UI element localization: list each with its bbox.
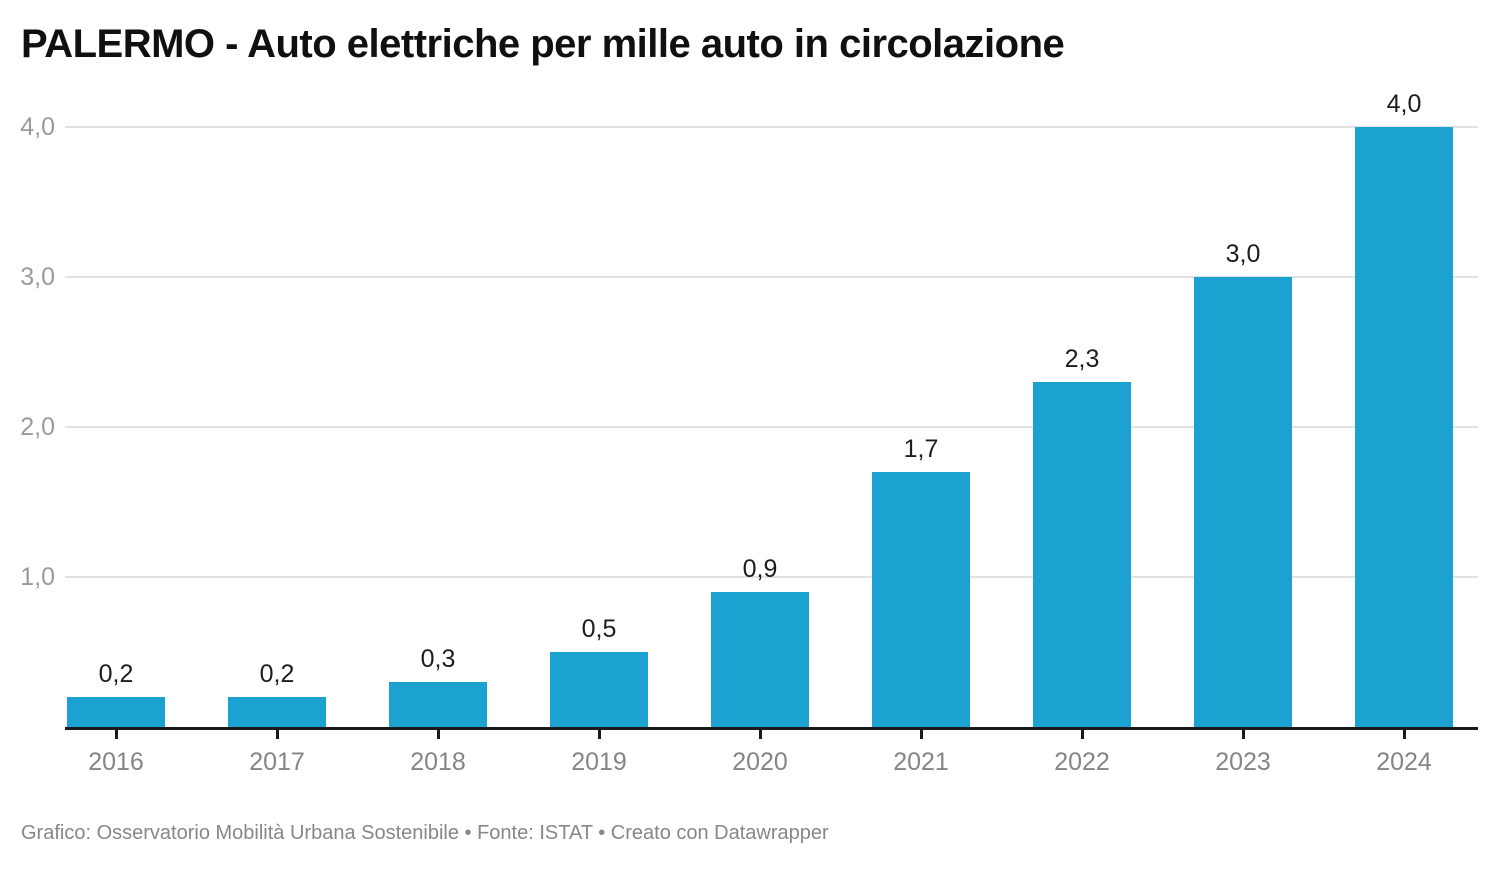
bar-2023 (1194, 277, 1292, 727)
bar-2018 (389, 682, 487, 727)
x-axis-tick (920, 730, 923, 739)
bar-value-label: 0,5 (581, 615, 617, 643)
x-axis-baseline (65, 727, 1478, 730)
x-axis-tick (115, 730, 118, 739)
x-axis-tick-label: 2019 (571, 748, 627, 776)
chart-footer-attribution: Grafico: Osservatorio Mobilità Urbana So… (21, 822, 829, 844)
x-axis-tick-label: 2023 (1215, 748, 1271, 776)
bar-value-label: 0,3 (420, 645, 456, 673)
bar-2021 (872, 472, 970, 727)
bar-value-label: 3,0 (1225, 240, 1261, 268)
x-axis-tick-label: 2020 (732, 748, 788, 776)
bar-value-label: 0,2 (98, 660, 134, 688)
x-axis-tick (759, 730, 762, 739)
bar-2017 (228, 697, 326, 727)
x-axis-tick (437, 730, 440, 739)
x-axis-tick-label: 2016 (88, 748, 144, 776)
x-axis-tick-label: 2021 (893, 748, 949, 776)
chart-title: PALERMO - Auto elettriche per mille auto… (21, 22, 1065, 66)
x-axis-tick (598, 730, 601, 739)
x-axis-tick (1403, 730, 1406, 739)
bar-value-label: 1,7 (903, 435, 939, 463)
x-axis-tick-label: 2018 (410, 748, 466, 776)
x-axis-tick (1242, 730, 1245, 739)
y-gridline (65, 276, 1478, 278)
y-axis-tick-label: 2,0 (20, 413, 55, 441)
bar-value-label: 4,0 (1386, 90, 1422, 118)
bar-2019 (550, 652, 648, 727)
bar-value-label: 2,3 (1064, 345, 1100, 373)
bar-2020 (711, 592, 809, 727)
y-axis-tick-label: 4,0 (20, 113, 55, 141)
y-gridline (65, 126, 1478, 128)
bar-2022 (1033, 382, 1131, 727)
y-axis-tick-label: 1,0 (20, 563, 55, 591)
x-axis-tick (1081, 730, 1084, 739)
y-axis-tick-label: 3,0 (20, 263, 55, 291)
y-gridline (65, 576, 1478, 578)
x-axis-tick (276, 730, 279, 739)
y-gridline (65, 426, 1478, 428)
x-axis-tick-label: 2024 (1376, 748, 1432, 776)
x-axis-tick-label: 2022 (1054, 748, 1110, 776)
bar-2024 (1355, 127, 1453, 727)
bar-value-label: 0,9 (742, 555, 778, 583)
bar-2016 (67, 697, 165, 727)
bar-value-label: 0,2 (259, 660, 295, 688)
x-axis-tick-label: 2017 (249, 748, 305, 776)
